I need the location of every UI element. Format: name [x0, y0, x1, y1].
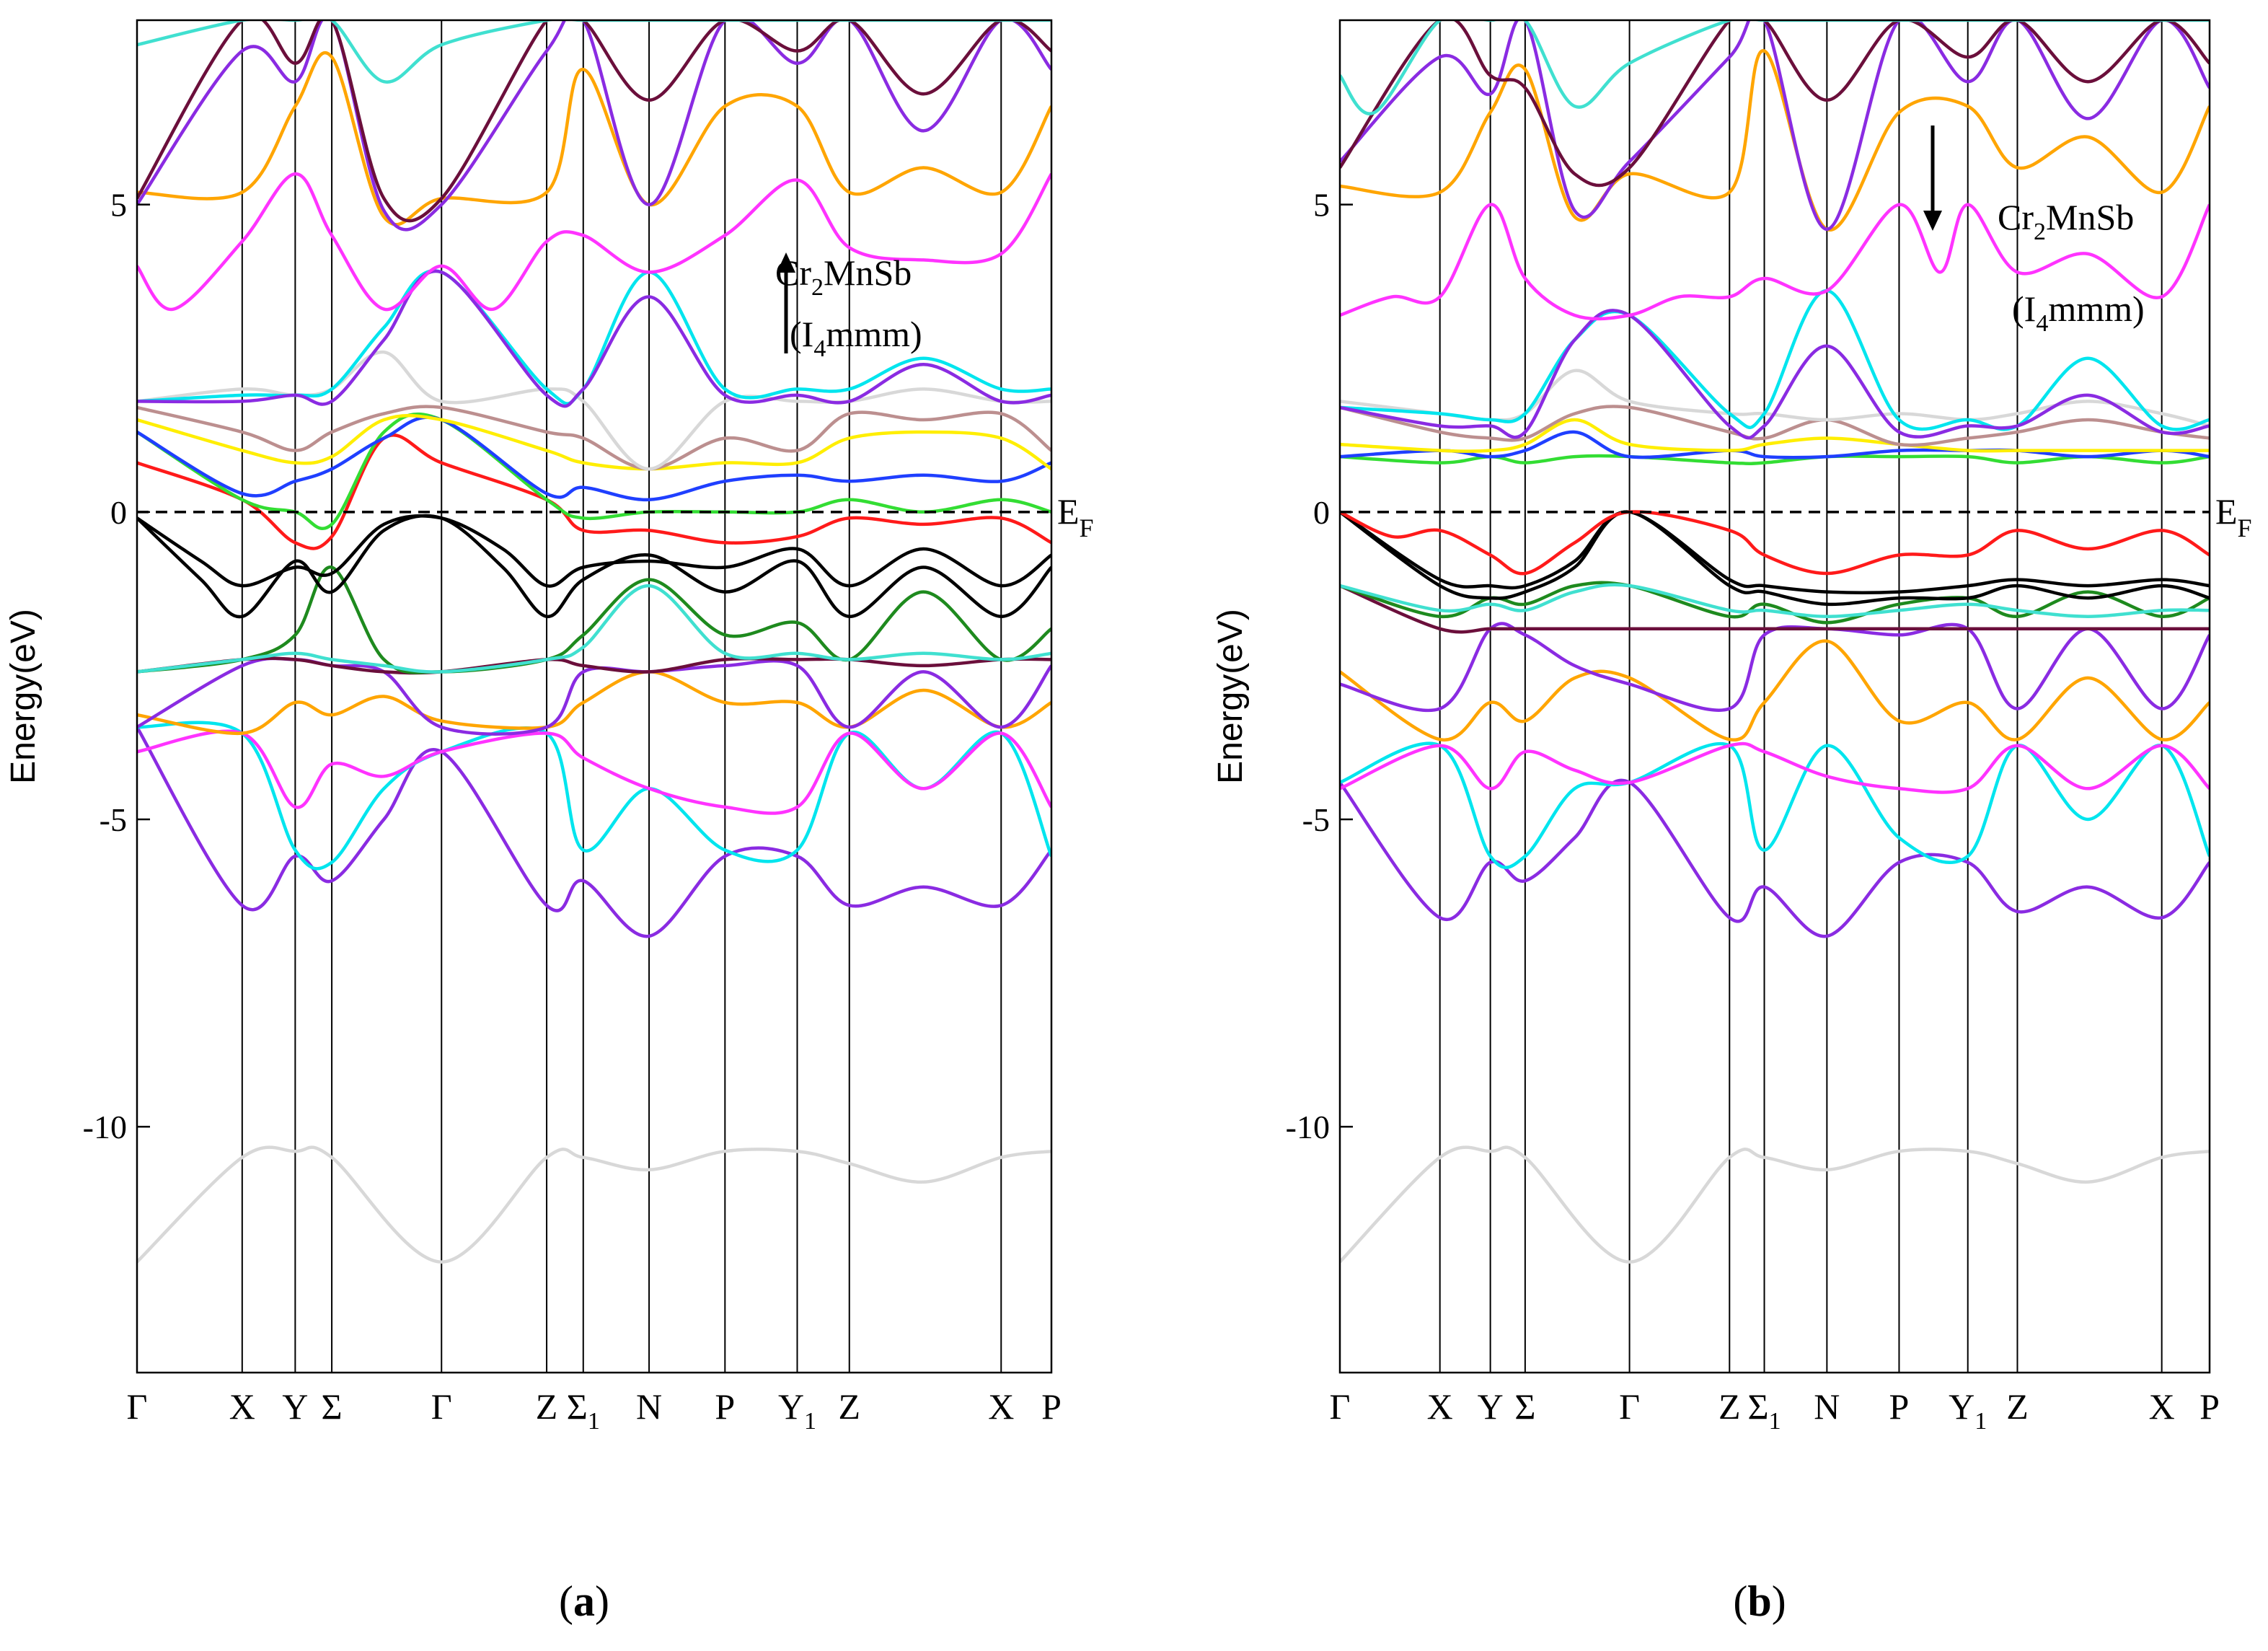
- kpoint-label-7: N: [1814, 1386, 1840, 1427]
- space-group-label: (I4mmm): [2012, 289, 2145, 337]
- kpoint-label-2: Y: [282, 1386, 308, 1427]
- kpoint-label-6: Σ1: [567, 1386, 600, 1435]
- kpoint-label-3: Σ: [322, 1386, 343, 1427]
- kpoint-label-8: P: [1889, 1386, 1910, 1427]
- band-brown-15: [1340, 405, 2210, 447]
- plot-frame: [136, 19, 1053, 1374]
- band-magenta-1-3: [137, 729, 1051, 815]
- band-green-dark-7: [137, 565, 1051, 674]
- kpoint-label-3: Σ: [1514, 1386, 1535, 1427]
- bands: [1340, 20, 2210, 1264]
- band-black-2-10: [137, 514, 1051, 588]
- band-purple-1-1: [1340, 778, 2210, 938]
- band-cyan-1-2: [1340, 741, 2210, 869]
- kpoint-label-5: Z: [536, 1386, 558, 1427]
- kpoint-label-1: X: [229, 1386, 255, 1427]
- ytick-label-2: -5: [1302, 801, 1330, 838]
- band-magenta-2-19: [1340, 203, 2210, 321]
- band-purple-3-18: [137, 269, 1051, 408]
- band-yellow-14: [1340, 418, 2210, 453]
- band-blue-13: [1340, 430, 2210, 459]
- ytick-label-3: -10: [1286, 1109, 1330, 1145]
- panel-label: (a): [559, 1577, 609, 1625]
- kpoint-label-4: Γ: [431, 1386, 452, 1427]
- band-yellow-14: [137, 413, 1051, 471]
- kpoint-label-10: Z: [838, 1386, 860, 1427]
- ytick-label-3: -10: [83, 1109, 127, 1145]
- band-magenta-1-3: [1340, 741, 2210, 794]
- band-lightgray-low-0: [137, 1145, 1051, 1264]
- band-cyan-2-8: [1340, 583, 2210, 618]
- band-purple-4-21: [1340, 20, 2210, 232]
- band-black-1-9: [1340, 510, 2210, 607]
- kpoint-label-7: N: [636, 1386, 662, 1427]
- spin-up-arrow-icon: [777, 252, 795, 353]
- panel-a: 50-5-10Energy(eV)ΓXYΣΓZΣ1NPY1ZXPEFCr2MnS…: [4, 19, 1094, 1625]
- band-maroon-high-22: [1340, 20, 2210, 188]
- bands: [137, 20, 1051, 1264]
- panel-label: (b): [1733, 1577, 1786, 1625]
- band-orange-1-4: [137, 670, 1051, 736]
- ytick-label-0: 5: [110, 187, 127, 224]
- band-maroon-low-6: [1340, 584, 2210, 634]
- fermi-label: EF: [2215, 491, 2252, 542]
- band-orange-1-4: [1340, 639, 2210, 741]
- band-orange-2-20: [137, 50, 1051, 226]
- ytick-label-0: 5: [1313, 187, 1330, 224]
- kpoint-label-0: Γ: [127, 1386, 148, 1427]
- y-axis-title: Energy(eV): [1212, 609, 1250, 784]
- kpoint-label-6: Σ1: [1747, 1386, 1781, 1435]
- band-purple-1-1: [137, 726, 1051, 938]
- kpoint-label-9: Y1: [778, 1386, 816, 1435]
- kpoint-label-5: Z: [1718, 1386, 1741, 1427]
- spin-down-arrow-icon: [1923, 126, 1942, 231]
- band-turquoise-high-23: [1340, 20, 2210, 115]
- band-lightgray-low-0: [1340, 1145, 2210, 1264]
- band-maroon-low-6: [137, 656, 1051, 675]
- compound-label: Cr2MnSb: [775, 252, 912, 301]
- band-purple-3-18: [1340, 309, 2210, 440]
- kpoint-label-9: Y1: [1949, 1386, 1987, 1435]
- ytick-label-1: 0: [110, 494, 127, 531]
- band-black-2-10: [1340, 510, 2210, 594]
- kpoint-label-8: P: [715, 1386, 735, 1427]
- kpoint-label-11: X: [988, 1386, 1014, 1427]
- kpoint-label-0: Γ: [1330, 1386, 1351, 1427]
- y-axis-title: Energy(eV): [4, 609, 43, 784]
- band-purple-2-5: [1340, 622, 2210, 713]
- compound-label: Cr2MnSb: [1998, 197, 2134, 245]
- band-brown-15: [137, 405, 1051, 471]
- band-maroon-high-22: [137, 20, 1051, 223]
- band-blue-13: [137, 415, 1051, 502]
- kpoint-label-11: X: [2149, 1386, 2175, 1427]
- space-group-label: (I4mmm): [790, 314, 922, 362]
- band-red-11: [1340, 510, 2210, 576]
- band-cyan-1-2: [137, 721, 1051, 871]
- kpoint-label-12: P: [2199, 1386, 2220, 1427]
- band-orange-2-20: [1340, 49, 2210, 232]
- kpoint-label-1: X: [1427, 1386, 1453, 1427]
- fermi-label: EF: [1057, 491, 1094, 542]
- band-green-light-12: [137, 412, 1051, 531]
- band-cyan-3-17: [1340, 289, 2210, 431]
- plot-frame: [1338, 19, 2211, 1374]
- band-cyan-2-8: [137, 584, 1051, 674]
- kpoint-label-12: P: [1041, 1386, 1062, 1427]
- band-magenta-2-19: [137, 172, 1051, 312]
- band-red-11: [137, 433, 1051, 550]
- kpoint-label-4: Γ: [1619, 1386, 1640, 1427]
- ytick-label-1: 0: [1313, 494, 1330, 531]
- ytick-label-2: -5: [100, 801, 127, 838]
- kpoint-label-10: Z: [2006, 1386, 2029, 1427]
- kpoint-label-2: Y: [1478, 1386, 1504, 1427]
